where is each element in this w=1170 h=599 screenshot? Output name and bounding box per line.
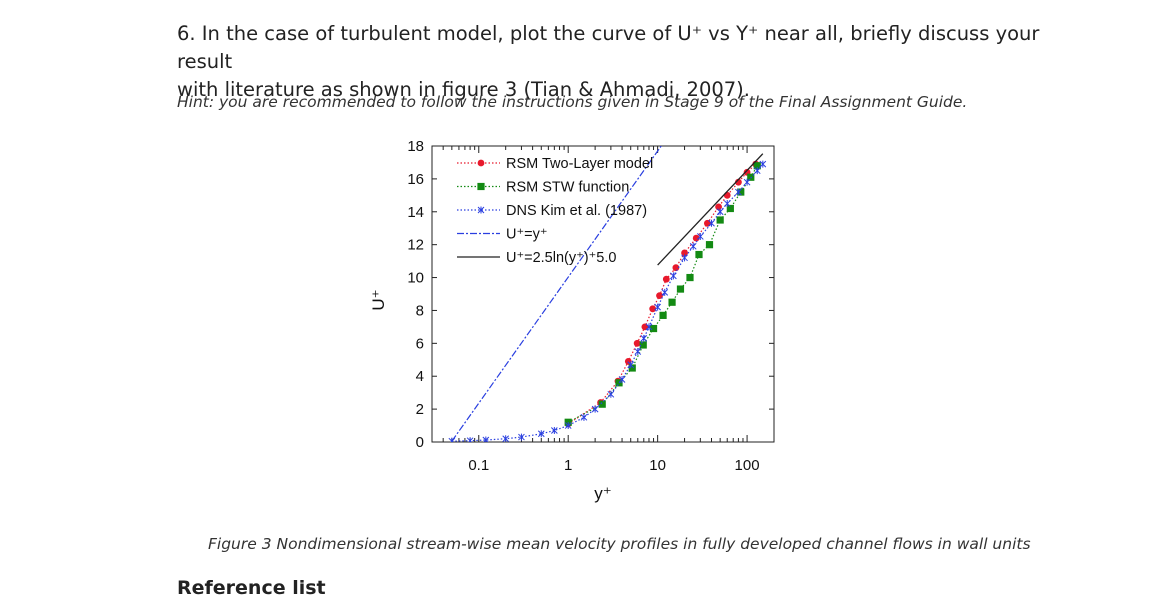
data-point	[676, 285, 685, 293]
x-tick-label: 0.1	[468, 457, 489, 474]
data-point	[628, 364, 636, 372]
figure-caption: Figure 3 Nondimensional stream-wise mean…	[208, 535, 1031, 553]
data-point	[672, 264, 680, 272]
data-point	[737, 188, 745, 196]
data-point	[564, 422, 572, 430]
data-point	[656, 292, 663, 300]
y-tick-label: 6	[416, 335, 424, 352]
data-point	[482, 436, 490, 442]
y-tick-label: 16	[407, 171, 424, 188]
data-point	[735, 188, 742, 196]
legend-item: RSM STW function	[457, 180, 629, 196]
data-point	[753, 167, 761, 175]
data-point	[627, 361, 635, 369]
series-4	[657, 153, 764, 266]
data-point	[696, 232, 704, 240]
x-tick-label: 1	[564, 457, 572, 474]
data-point	[759, 160, 767, 168]
data-point	[716, 208, 724, 216]
legend-label: U⁺=y⁺	[506, 227, 548, 243]
legend-label: RSM Two-Layer model	[506, 156, 653, 172]
question-line-2: with literature as shown in figure 3 (Ti…	[177, 78, 750, 101]
y-tick-label: 10	[407, 270, 424, 287]
y-tick-label: 8	[416, 302, 424, 319]
data-point	[591, 405, 599, 413]
data-point	[753, 162, 761, 170]
series-line	[657, 153, 764, 266]
data-point	[598, 400, 606, 408]
legend-label: U⁺=2.5ln(y⁺)⁺5.0	[506, 250, 616, 266]
data-point	[723, 191, 731, 199]
reference-list-heading: Reference list	[177, 577, 326, 599]
data-point	[477, 182, 485, 191]
data-point	[537, 430, 545, 438]
data-point	[715, 203, 722, 211]
legend-item: U⁺=y⁺	[457, 227, 548, 243]
data-point	[708, 219, 715, 227]
y-tick-label: 14	[407, 204, 424, 221]
data-point	[692, 234, 700, 242]
data-point	[686, 273, 694, 282]
data-point	[659, 311, 667, 319]
data-point	[634, 348, 642, 356]
question-line-1: 6. In the case of turbulent model, plot …	[177, 22, 1040, 73]
hint-text: Hint: you are recommended to follow the …	[177, 93, 968, 111]
legend-item: DNS Kim et al. (1987)	[457, 203, 647, 219]
series-1	[564, 162, 761, 426]
x-tick-label: 100	[735, 457, 760, 474]
x-axis-label: y⁺	[594, 484, 611, 503]
data-point	[466, 437, 474, 442]
data-point	[618, 376, 626, 384]
data-point	[615, 379, 623, 387]
question-text: 6. In the case of turbulent model, plot …	[177, 20, 1077, 104]
data-point	[649, 324, 658, 333]
chart-legend: RSM Two-Layer model RSM STW function DNS K…	[457, 156, 653, 266]
data-point	[668, 298, 676, 306]
y-tick-label: 4	[416, 368, 424, 385]
data-point	[743, 178, 751, 186]
data-point	[670, 272, 677, 280]
legend-label: RSM STW function	[506, 180, 629, 196]
y-tick-label: 0	[416, 434, 424, 451]
data-point	[705, 241, 714, 249]
data-point	[607, 390, 615, 398]
y-axis-label: U⁺	[369, 289, 388, 310]
data-point	[639, 341, 647, 349]
plot-frame	[431, 145, 775, 443]
data-point	[477, 206, 485, 214]
data-point	[726, 204, 734, 213]
legend-item: U⁺=2.5ln(y⁺)⁺5.0	[457, 250, 616, 266]
data-point	[518, 433, 525, 441]
data-point	[716, 216, 724, 224]
data-point	[624, 358, 632, 365]
x-tick-label: 10	[649, 457, 666, 474]
data-point	[681, 254, 688, 262]
data-point	[723, 200, 731, 208]
data-point	[654, 303, 661, 311]
data-point	[649, 305, 657, 313]
legend-label: DNS Kim et al. (1987)	[506, 203, 647, 219]
data-point	[640, 334, 648, 342]
data-point	[550, 426, 558, 434]
series-line	[451, 146, 662, 442]
data-point	[662, 275, 670, 283]
data-point	[645, 323, 653, 331]
data-point	[477, 159, 485, 167]
data-point	[689, 242, 697, 250]
data-point	[580, 413, 588, 421]
series-3	[451, 146, 662, 442]
data-point	[661, 288, 669, 296]
y-tick-label: 12	[407, 237, 424, 254]
legend-item: RSM Two-Layer model	[457, 156, 653, 172]
data-point	[502, 435, 510, 442]
y-tick-label: 18	[407, 138, 424, 155]
data-point	[695, 250, 703, 259]
y-tick-label: 2	[416, 401, 424, 418]
data-point	[633, 339, 641, 347]
series-line	[567, 165, 758, 423]
